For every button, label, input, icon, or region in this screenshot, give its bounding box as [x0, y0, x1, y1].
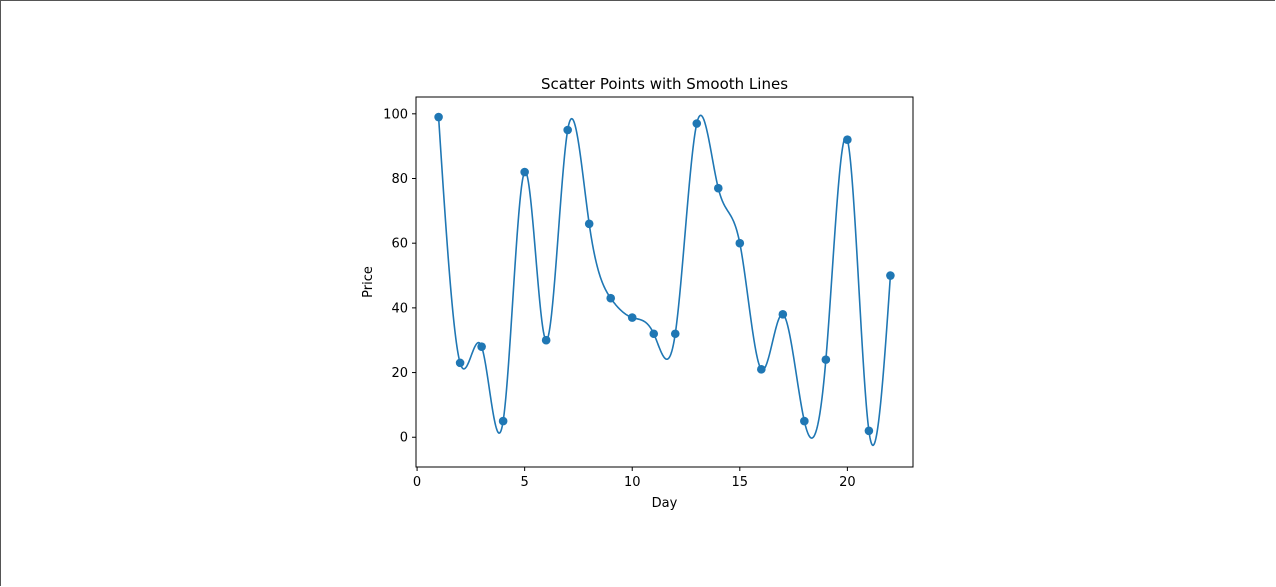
y-tick-label: 100: [383, 107, 408, 122]
y-axis-label: Price: [361, 266, 376, 298]
y-tick-label: 60: [391, 237, 408, 252]
data-point: [606, 293, 616, 303]
chart-marks: [434, 112, 895, 447]
data-point: [434, 112, 443, 122]
data-point: [563, 125, 572, 135]
data-point: [649, 329, 659, 339]
chart-title: Scatter Points with Smooth Lines: [541, 75, 788, 93]
data-point: [498, 416, 508, 426]
x-tick-label: 20: [839, 475, 856, 490]
y-tick-label: 0: [400, 431, 408, 446]
data-point: [692, 119, 702, 128]
data-point: [455, 358, 465, 368]
x-tick-label: 10: [624, 475, 641, 490]
data-point: [735, 238, 745, 248]
y-tick-label: 20: [391, 366, 408, 381]
data-point: [477, 342, 486, 351]
data-point: [800, 416, 809, 426]
y-tick-label: 80: [391, 172, 408, 187]
x-axis-label: Day: [652, 496, 678, 511]
data-point: [864, 426, 874, 436]
data-point: [584, 219, 594, 229]
data-point: [627, 313, 637, 322]
data-point: [520, 167, 529, 177]
data-point: [541, 335, 551, 345]
data-point: [821, 355, 831, 364]
data-point: [778, 310, 788, 319]
x-tick-label: 15: [732, 475, 749, 490]
data-point: [713, 183, 723, 193]
data-point: [757, 365, 766, 374]
x-tick-label: 5: [521, 475, 529, 490]
y-tick-label: 40: [391, 301, 408, 316]
data-point: [670, 329, 680, 339]
axis-ticks: 0 5 10 15 20 0 20 40 60 80 100: [383, 107, 855, 490]
plot-area: [416, 97, 913, 467]
plot-frame: [415, 96, 914, 468]
data-point: [843, 135, 852, 144]
x-tick-label: 0: [413, 475, 421, 490]
series-line: [437, 114, 892, 447]
data-point: [886, 271, 895, 280]
